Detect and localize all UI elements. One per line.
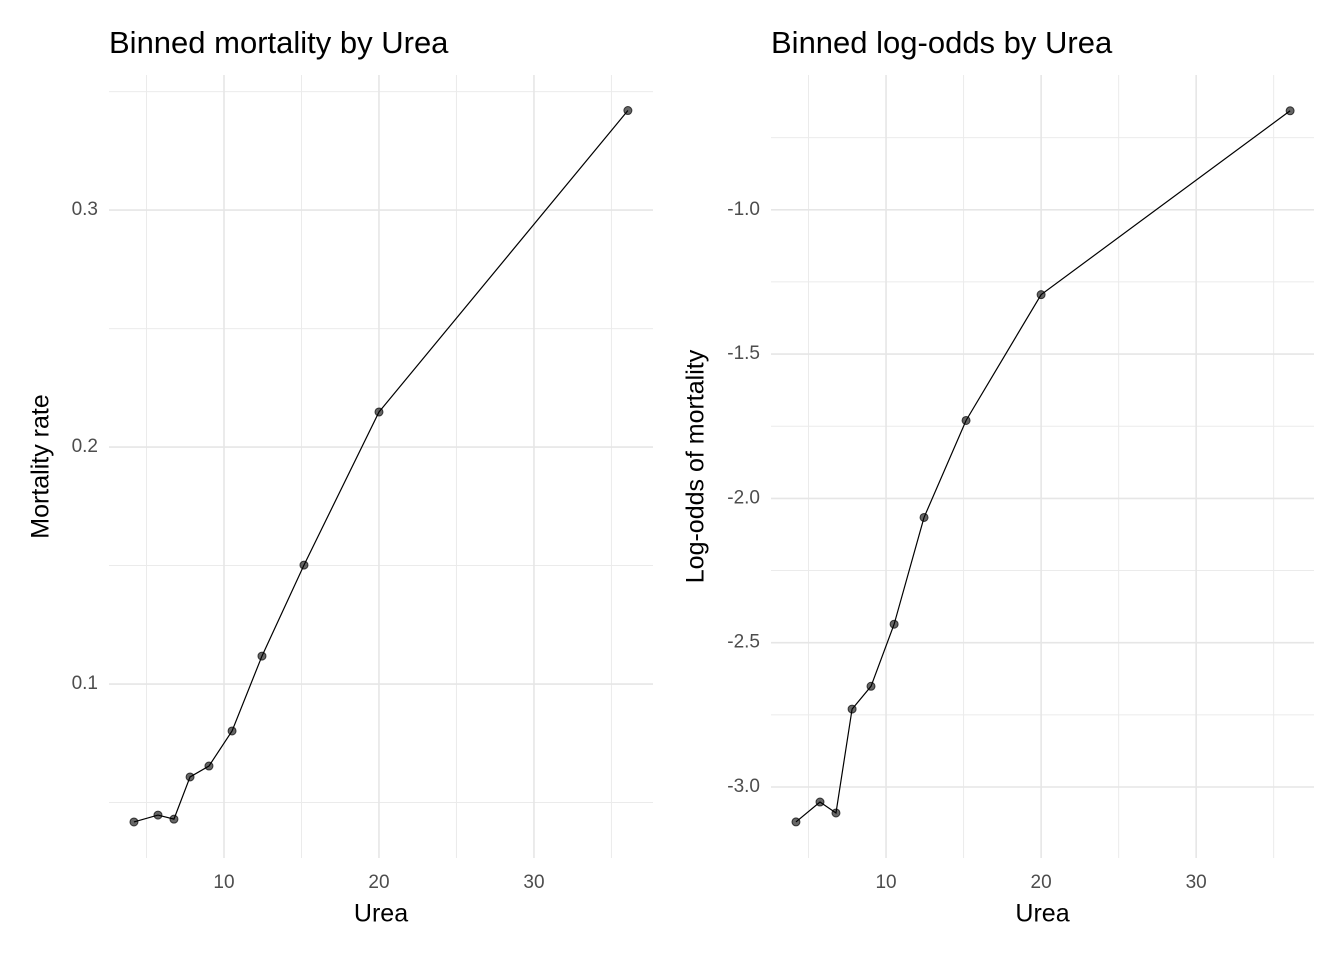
point bbox=[889, 619, 899, 629]
point bbox=[204, 761, 214, 771]
x-tick-label: 20 bbox=[368, 872, 389, 893]
point bbox=[227, 726, 237, 736]
y-tick-label: -3.0 bbox=[727, 776, 760, 797]
point bbox=[831, 808, 841, 818]
x-axis-title: Urea bbox=[354, 900, 408, 928]
y-tick-label: 0.2 bbox=[72, 436, 98, 457]
y-tick-label: -2.5 bbox=[727, 632, 760, 653]
line bbox=[133, 110, 629, 823]
x-tick-label: 20 bbox=[1031, 872, 1052, 893]
point bbox=[374, 407, 384, 417]
y-tick-label: -1.5 bbox=[727, 343, 760, 364]
y-tick-label: 0.1 bbox=[72, 673, 98, 694]
y-tick-label: -2.0 bbox=[727, 487, 760, 508]
point bbox=[1036, 290, 1046, 300]
point bbox=[169, 814, 179, 824]
point bbox=[257, 651, 267, 661]
point bbox=[791, 817, 801, 827]
point bbox=[129, 817, 139, 827]
point bbox=[153, 810, 163, 820]
point bbox=[815, 797, 825, 807]
chart-title: Binned log-odds by Urea bbox=[771, 25, 1113, 60]
point bbox=[623, 106, 633, 116]
point bbox=[1285, 106, 1295, 116]
point bbox=[299, 560, 309, 570]
x-tick-label: 30 bbox=[1186, 872, 1207, 893]
point bbox=[185, 772, 195, 782]
line bbox=[795, 110, 1291, 823]
point bbox=[919, 512, 929, 522]
x-tick-label: 10 bbox=[875, 872, 896, 893]
x-tick-label: 30 bbox=[523, 872, 544, 893]
y-tick-label: 0.3 bbox=[72, 199, 98, 220]
x-axis-title: Urea bbox=[1015, 900, 1069, 928]
chart-title: Binned mortality by Urea bbox=[109, 25, 449, 60]
y-axis-title: Mortality rate bbox=[27, 394, 55, 538]
point bbox=[847, 704, 857, 714]
y-tick-label: -1.0 bbox=[727, 199, 760, 220]
x-tick-label: 10 bbox=[213, 872, 234, 893]
y-axis-title: Log-odds of mortality bbox=[682, 349, 710, 583]
point bbox=[866, 681, 876, 691]
point bbox=[961, 415, 971, 425]
